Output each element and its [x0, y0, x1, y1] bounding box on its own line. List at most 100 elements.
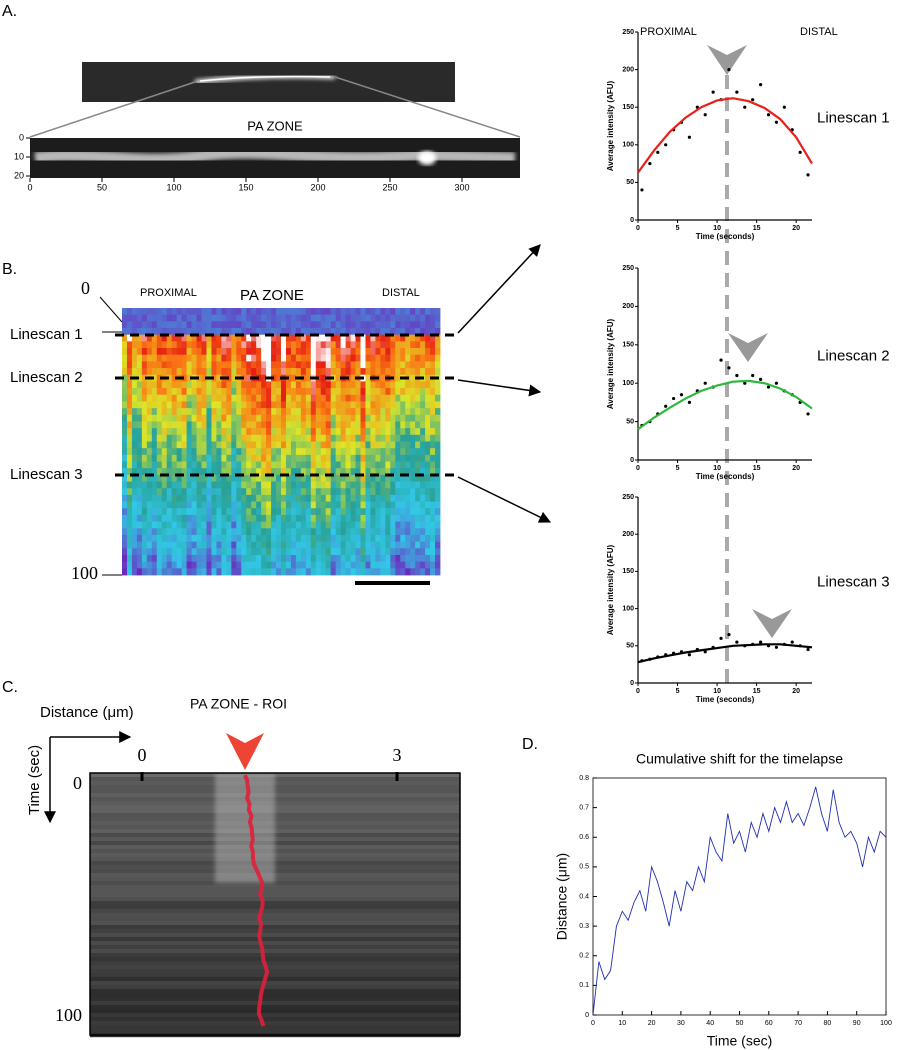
heatmap-cell — [181, 341, 187, 349]
heatmap-cell — [340, 521, 346, 529]
heatmap-cell — [370, 321, 376, 329]
heatmap-cell — [206, 394, 212, 402]
heatmap-cell — [251, 361, 257, 369]
heatmap-cell — [370, 448, 376, 456]
heatmap-cell — [122, 561, 128, 569]
heatmap-cell — [365, 508, 371, 516]
arrow — [457, 476, 552, 523]
heatmap-cell — [315, 561, 322, 569]
heatmap-cell — [380, 421, 386, 429]
heatmap-cell — [300, 328, 307, 336]
heatmap-cell — [350, 314, 356, 322]
heatmap-cell — [266, 481, 272, 489]
x-tick-label: 30 — [677, 1020, 685, 1027]
heatmap-cell — [350, 528, 356, 536]
heatmap-cell — [122, 461, 128, 469]
heatmap-cell — [295, 474, 302, 482]
heatmap-cell — [171, 428, 178, 436]
heatmap-cell — [131, 448, 138, 456]
heatmap-cell — [330, 401, 337, 409]
heatmap-cell — [241, 348, 247, 356]
heatmap-cell — [236, 361, 242, 369]
heatmap-cell — [206, 421, 212, 429]
heatmap-cell — [122, 454, 128, 462]
heatmap-cell — [271, 461, 277, 469]
heatmap-cell — [266, 441, 272, 449]
heatmap-cell — [141, 561, 148, 569]
heatmap-cell — [196, 488, 202, 496]
heatmap-cell — [330, 394, 337, 402]
strip-title: PA ZONE — [247, 118, 303, 133]
heatmap-cell — [251, 341, 257, 349]
heatmap-cell — [415, 468, 421, 476]
heatmap-cell — [420, 354, 426, 362]
heatmap-cell — [410, 374, 416, 382]
heatmap-cell — [131, 421, 138, 429]
heatmap-cell — [211, 528, 217, 536]
heatmap-cell — [305, 328, 312, 336]
heatmap-cell — [355, 328, 361, 336]
heatmap-cell — [151, 401, 158, 409]
heatmap-cell — [390, 461, 396, 469]
heatmap-cell — [325, 334, 332, 342]
heatmap-cell — [420, 554, 426, 563]
heatmap-cell — [276, 421, 282, 429]
heatmap-cell — [285, 308, 292, 316]
heatmap-cell — [186, 368, 192, 376]
heatmap-cell — [325, 428, 332, 436]
heatmap-cell — [300, 528, 307, 536]
heatmap-cell — [390, 448, 396, 456]
heatmap-cell — [365, 514, 371, 522]
heatmap-cell — [365, 374, 371, 382]
heatmap-cell — [350, 494, 356, 502]
heatmap-cell — [375, 554, 381, 563]
heatmap-cell — [405, 381, 411, 389]
heatmap-cell — [126, 501, 133, 509]
kymo-y-tick-label: 0 — [73, 773, 82, 793]
heatmap-cell — [375, 488, 381, 496]
heatmap-cell — [320, 334, 327, 342]
heatmap-cell — [425, 454, 431, 462]
heatmap-cell — [355, 321, 361, 329]
heatmap-cell — [380, 368, 386, 376]
heatmap-cell — [305, 401, 312, 409]
heatmap-cell — [271, 354, 277, 362]
heatmap-cell — [146, 534, 153, 543]
y-tick-label: 50 — [626, 179, 634, 186]
heatmap-cell — [136, 434, 143, 442]
heatmap-cell — [236, 308, 242, 316]
heatmap-cell — [122, 468, 128, 476]
heatmap-cell — [216, 421, 222, 429]
heatmap-cell — [420, 488, 426, 496]
heatmap-cell — [380, 554, 386, 563]
heatmap-cell — [400, 454, 406, 462]
heatmap-cell — [266, 408, 272, 416]
heatmap-cell — [146, 314, 153, 322]
heatmap-cell — [231, 534, 237, 543]
heatmap-cell — [176, 388, 183, 396]
heatmap-cell — [385, 354, 391, 362]
heatmap-cell — [405, 341, 411, 349]
heatmap-cell — [285, 568, 292, 576]
heatmap-cell — [370, 408, 376, 416]
heatmap-cell — [171, 381, 178, 389]
heatmap-cell — [176, 314, 183, 322]
heatmap-cell — [201, 488, 207, 496]
heatmap-cell — [141, 548, 148, 556]
heatmap-cell — [221, 394, 227, 402]
heatmap-cell — [251, 321, 257, 329]
heatmap-cell — [146, 428, 153, 436]
heatmap-cell — [206, 488, 212, 496]
heatmap-cell — [300, 421, 307, 429]
heatmap-cell — [355, 528, 361, 536]
heatmap-cell — [156, 354, 163, 362]
kymo-row — [90, 913, 460, 918]
heatmap-cell — [211, 321, 217, 329]
heatmap-cell — [166, 434, 173, 442]
heatmap-cell — [251, 354, 257, 362]
heatmap-cell — [161, 528, 168, 536]
heatmap-cell — [425, 321, 431, 329]
heatmap-cell — [271, 368, 277, 376]
heatmap-cell — [435, 408, 441, 416]
heatmap-cell — [201, 568, 207, 576]
